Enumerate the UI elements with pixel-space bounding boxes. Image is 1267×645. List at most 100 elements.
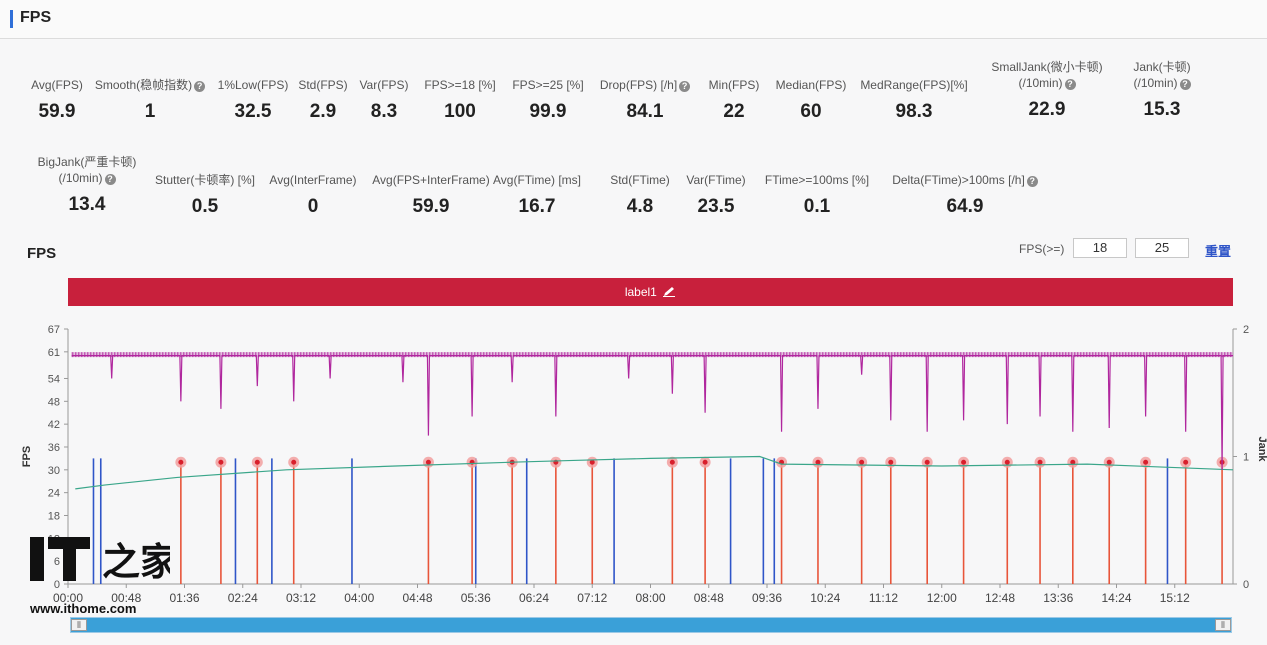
stat-value: 22.9	[1028, 99, 1066, 120]
y-tick-label: 6	[54, 556, 60, 568]
top-header: FPS	[0, 0, 1267, 39]
x-tick-label: 04:00	[344, 591, 374, 605]
pencil-icon[interactable]	[662, 287, 676, 297]
stat-value: 23.5	[697, 196, 735, 217]
stat-value: 15.3	[1143, 99, 1181, 120]
threshold-input-1[interactable]	[1073, 238, 1127, 258]
threshold-input-2[interactable]	[1135, 238, 1189, 258]
jank-marker	[291, 459, 297, 465]
x-tick-label: 10:24	[810, 591, 840, 605]
scroll-handle-right[interactable]: ⦀	[1215, 619, 1231, 631]
stat-label: Smooth(稳帧指数)?	[70, 77, 230, 93]
avg-line	[75, 455, 1234, 490]
row1-stat-0: Avg(FPS) 59.9	[0, 77, 137, 123]
row2-stat-5: Std(FTime) 4.8	[560, 172, 720, 218]
time-scrollbar[interactable]: ⦀ ⦀	[70, 617, 1232, 633]
stat-label: Std(FPS)	[298, 78, 348, 92]
y-tick-label: 18	[48, 510, 60, 522]
jank-marker	[1037, 459, 1043, 465]
x-tick-label: 01:36	[169, 591, 199, 605]
x-tick-label: 12:48	[985, 591, 1015, 605]
help-icon[interactable]: ?	[1026, 176, 1038, 187]
jank-marker	[815, 459, 821, 465]
y2-tick-label: 1	[1243, 452, 1249, 464]
stat-label: Drop(FPS) [/h]?	[565, 77, 725, 93]
x-tick-label: 06:24	[519, 591, 549, 605]
stat-value: 60	[800, 101, 822, 122]
x-tick-label: 08:48	[694, 591, 724, 605]
stat-value: 0.5	[191, 196, 219, 217]
y2-tick-label: 2	[1243, 324, 1249, 336]
row2-stat-3: Avg(FPS+InterFrame) 59.9	[351, 172, 511, 218]
reset-button[interactable]: 重置	[1205, 244, 1232, 259]
stat-value: 59.9	[412, 196, 450, 217]
help-icon[interactable]: ?	[194, 81, 206, 92]
row1-stat-1: Smooth(稳帧指数)? 1	[70, 77, 230, 123]
row1-stat-4: Var(FPS) 8.3	[304, 77, 464, 123]
row1-stat-3: Std(FPS) 2.9	[243, 77, 403, 123]
chart-title: FPS	[27, 245, 57, 262]
label-band[interactable]: label1	[68, 278, 1233, 306]
help-icon[interactable]: ?	[1179, 79, 1191, 90]
fps-series-line	[71, 355, 1233, 470]
fps-chart[interactable]: 0612182430364248546167012FPSJank00:0000:…	[0, 39, 1267, 645]
y-axis-label: FPS	[21, 446, 33, 467]
scroll-handle-left[interactable]: ⦀	[71, 619, 87, 631]
help-icon[interactable]: ?	[679, 81, 691, 92]
jank-marker	[924, 459, 930, 465]
help-icon[interactable]: ?	[104, 174, 116, 185]
x-tick-label: 08:00	[635, 591, 665, 605]
stat-label: Median(FPS)	[775, 78, 847, 92]
stat-label: Avg(FPS+InterFrame)	[372, 173, 490, 187]
jank-marker	[702, 459, 708, 465]
stat-label: Jank(卡顿)	[1133, 60, 1191, 74]
header-title: FPS	[20, 9, 52, 26]
y-tick-label: 24	[48, 488, 60, 500]
y-tick-label: 30	[48, 465, 60, 477]
x-tick-label: 05:36	[461, 591, 491, 605]
row2-stat-0: BigJank(严重卡顿) (/10min)? 13.4	[7, 154, 167, 216]
header-accent	[10, 10, 13, 28]
row1-stat-8: Min(FPS) 22	[654, 77, 814, 123]
stat-label: FTime>=100ms [%]	[764, 173, 870, 187]
row1-stat-9: Median(FPS) 60	[731, 77, 891, 123]
x-tick-label: 11:12	[869, 591, 898, 605]
x-tick-label: 07:12	[577, 591, 607, 605]
stat-label-unit: (/10min)?	[967, 75, 1127, 91]
x-tick-label: 09:36	[752, 591, 782, 605]
row2-stat-2: Avg(InterFrame) 0	[233, 172, 393, 218]
jank-marker	[961, 459, 967, 465]
ithome-url: www.ithome.com	[30, 601, 137, 616]
row2-stat-1: Stutter(卡顿率) [%] 0.5	[125, 172, 285, 218]
x-tick-label: 02:24	[228, 591, 258, 605]
stat-value: 13.4	[68, 194, 106, 215]
y-tick-label: 0	[54, 579, 60, 591]
stat-value: 2.9	[309, 101, 337, 122]
stat-label: FPS>=18 [%]	[424, 78, 496, 92]
y2-axis-label: Jank	[1256, 436, 1267, 462]
row1-stat-2: 1%Low(FPS) 32.5	[173, 77, 333, 123]
jank-marker	[1106, 459, 1112, 465]
stat-label: Stutter(卡顿率) [%]	[154, 173, 255, 187]
stat-label: Avg(FTime) [ms]	[492, 173, 581, 187]
jank-marker	[1070, 459, 1076, 465]
jank-marker	[859, 459, 865, 465]
stat-value: 84.1	[626, 101, 664, 122]
y-tick-label: 36	[48, 442, 60, 454]
y-tick-label: 67	[48, 324, 60, 336]
row2-stat-6: Var(FTime) 23.5	[636, 172, 796, 218]
row2-stat-8: Delta(FTime)>100ms [/h]? 64.9	[885, 172, 1045, 218]
row1-stat-10: MedRange(FPS)[%] 98.3	[834, 77, 994, 123]
x-tick-label: 00:48	[111, 591, 141, 605]
stat-value: 8.3	[370, 101, 398, 122]
jank-marker	[1183, 459, 1189, 465]
stat-label-unit: (/10min)?	[1082, 75, 1242, 91]
help-icon[interactable]: ?	[1064, 79, 1076, 90]
row2-stat-7: FTime>=100ms [%] 0.1	[737, 172, 897, 218]
stat-value: 100	[444, 101, 476, 122]
x-tick-label: 12:00	[927, 591, 957, 605]
y-tick-label: 48	[48, 396, 60, 408]
y2-tick-label: 0	[1243, 579, 1249, 591]
stat-label: Delta(FTime)>100ms [/h]?	[885, 172, 1045, 188]
jank-marker	[888, 459, 894, 465]
